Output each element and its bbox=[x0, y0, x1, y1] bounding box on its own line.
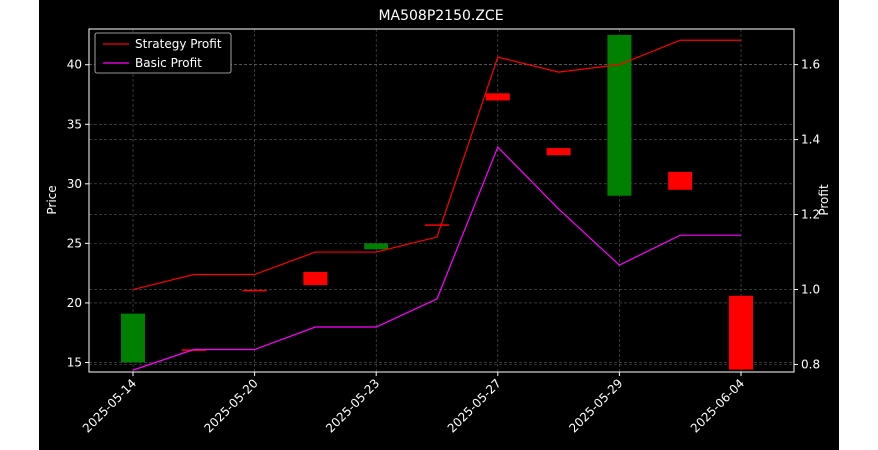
y2-tick-label: 1.4 bbox=[801, 133, 820, 147]
candlesticks bbox=[121, 34, 753, 370]
candle bbox=[364, 243, 389, 250]
candle bbox=[425, 224, 449, 226]
y2-tick-label: 1.6 bbox=[801, 58, 820, 72]
y-tick-label: 35 bbox=[67, 117, 82, 131]
y2-tick-label: 0.8 bbox=[801, 358, 820, 372]
x-tick-label: 2025-05-20 bbox=[202, 376, 261, 435]
plot-frame bbox=[88, 28, 795, 373]
candle bbox=[546, 148, 571, 156]
legend: Strategy Profit Basic Profit bbox=[94, 32, 232, 74]
y-tick-label: 25 bbox=[67, 236, 82, 250]
candle bbox=[242, 289, 267, 292]
y-tick-label: 20 bbox=[67, 296, 82, 310]
profit-lines bbox=[132, 39, 741, 371]
candle bbox=[729, 295, 753, 370]
x-tick-label: 2025-05-23 bbox=[323, 376, 382, 435]
chart-figure: 2025-05-14 2025-05-20 2025-05-23 2025-05-27… bbox=[39, 0, 839, 450]
legend-label: Basic Profit bbox=[135, 56, 202, 70]
strategy-profit-line bbox=[132, 39, 741, 291]
y-tick-label: 40 bbox=[67, 58, 82, 72]
chart-title: MA508P2150.ZCE bbox=[378, 8, 503, 24]
x-tick-label: 2025-06-04 bbox=[688, 376, 747, 435]
y2-axis-label: Profit bbox=[817, 184, 831, 216]
legend-label: Strategy Profit bbox=[135, 37, 222, 51]
candle bbox=[303, 271, 328, 286]
x-tick-label: 2025-05-14 bbox=[80, 376, 139, 435]
x-tick-label: 2025-05-27 bbox=[445, 376, 504, 435]
y-tick-label: 15 bbox=[67, 355, 82, 369]
candle bbox=[668, 171, 693, 190]
y-axis-label: Price bbox=[45, 185, 59, 214]
candle bbox=[607, 34, 632, 196]
candle bbox=[485, 93, 510, 101]
plot-area bbox=[89, 29, 794, 372]
y2-tick-label: 1.2 bbox=[801, 208, 820, 222]
chart-svg: 2025-05-14 2025-05-20 2025-05-23 2025-05-27… bbox=[45, 8, 831, 435]
basic-profit-line bbox=[132, 146, 741, 371]
x-tick-label: 2025-05-29 bbox=[566, 376, 625, 435]
y-tick-label: 30 bbox=[67, 177, 82, 191]
y2-tick-label: 1.0 bbox=[801, 283, 820, 297]
candle bbox=[121, 313, 145, 363]
